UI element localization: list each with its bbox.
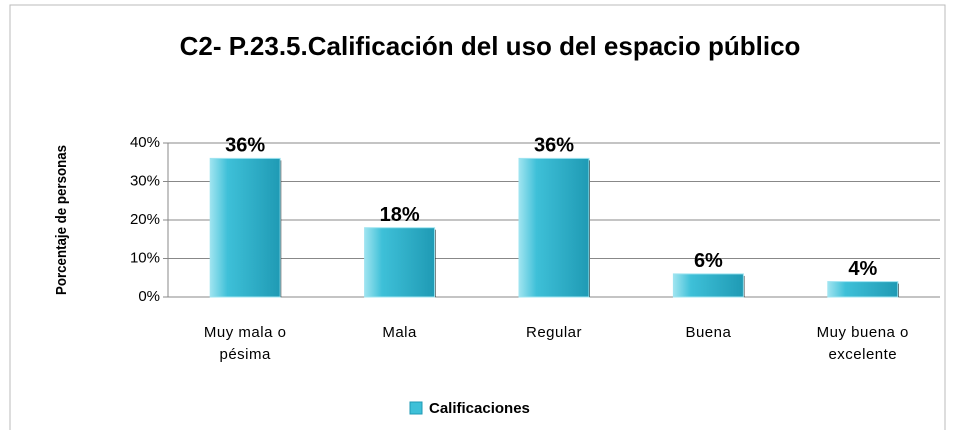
x-tick-label: Buena xyxy=(685,324,732,341)
y-tick-label: 30% xyxy=(130,172,160,189)
y-tick-label: 40% xyxy=(130,134,160,151)
y-tick-label: 20% xyxy=(130,211,160,228)
data-label: 36% xyxy=(225,135,265,157)
legend-swatch xyxy=(409,401,423,415)
bar xyxy=(209,157,281,298)
data-label: 18% xyxy=(380,204,420,226)
x-tick-label: Regular xyxy=(525,324,583,341)
data-label: 4% xyxy=(848,258,877,280)
chart-title: C2- P.23.5.Calificación del uso del espa… xyxy=(179,31,801,61)
y-tick-label: 0% xyxy=(138,288,160,305)
x-tick-label: Muy mala o pésima xyxy=(203,324,287,363)
y-axis-label: Porcentaje de personas xyxy=(53,145,70,295)
bar xyxy=(364,227,436,298)
bar xyxy=(672,273,744,298)
data-label: 6% xyxy=(694,250,723,272)
data-label: 36% xyxy=(534,135,574,157)
bar xyxy=(518,157,590,298)
frame xyxy=(9,4,946,430)
x-tick-label: Muy buena o excelente xyxy=(816,324,909,363)
legend-label: Calificaciones xyxy=(429,400,530,417)
y-tick-label: 10% xyxy=(130,249,160,266)
x-tick-label: Mala xyxy=(382,324,417,341)
bar xyxy=(827,281,899,298)
